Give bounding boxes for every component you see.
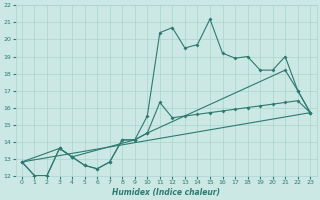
X-axis label: Humidex (Indice chaleur): Humidex (Indice chaleur) — [112, 188, 220, 197]
